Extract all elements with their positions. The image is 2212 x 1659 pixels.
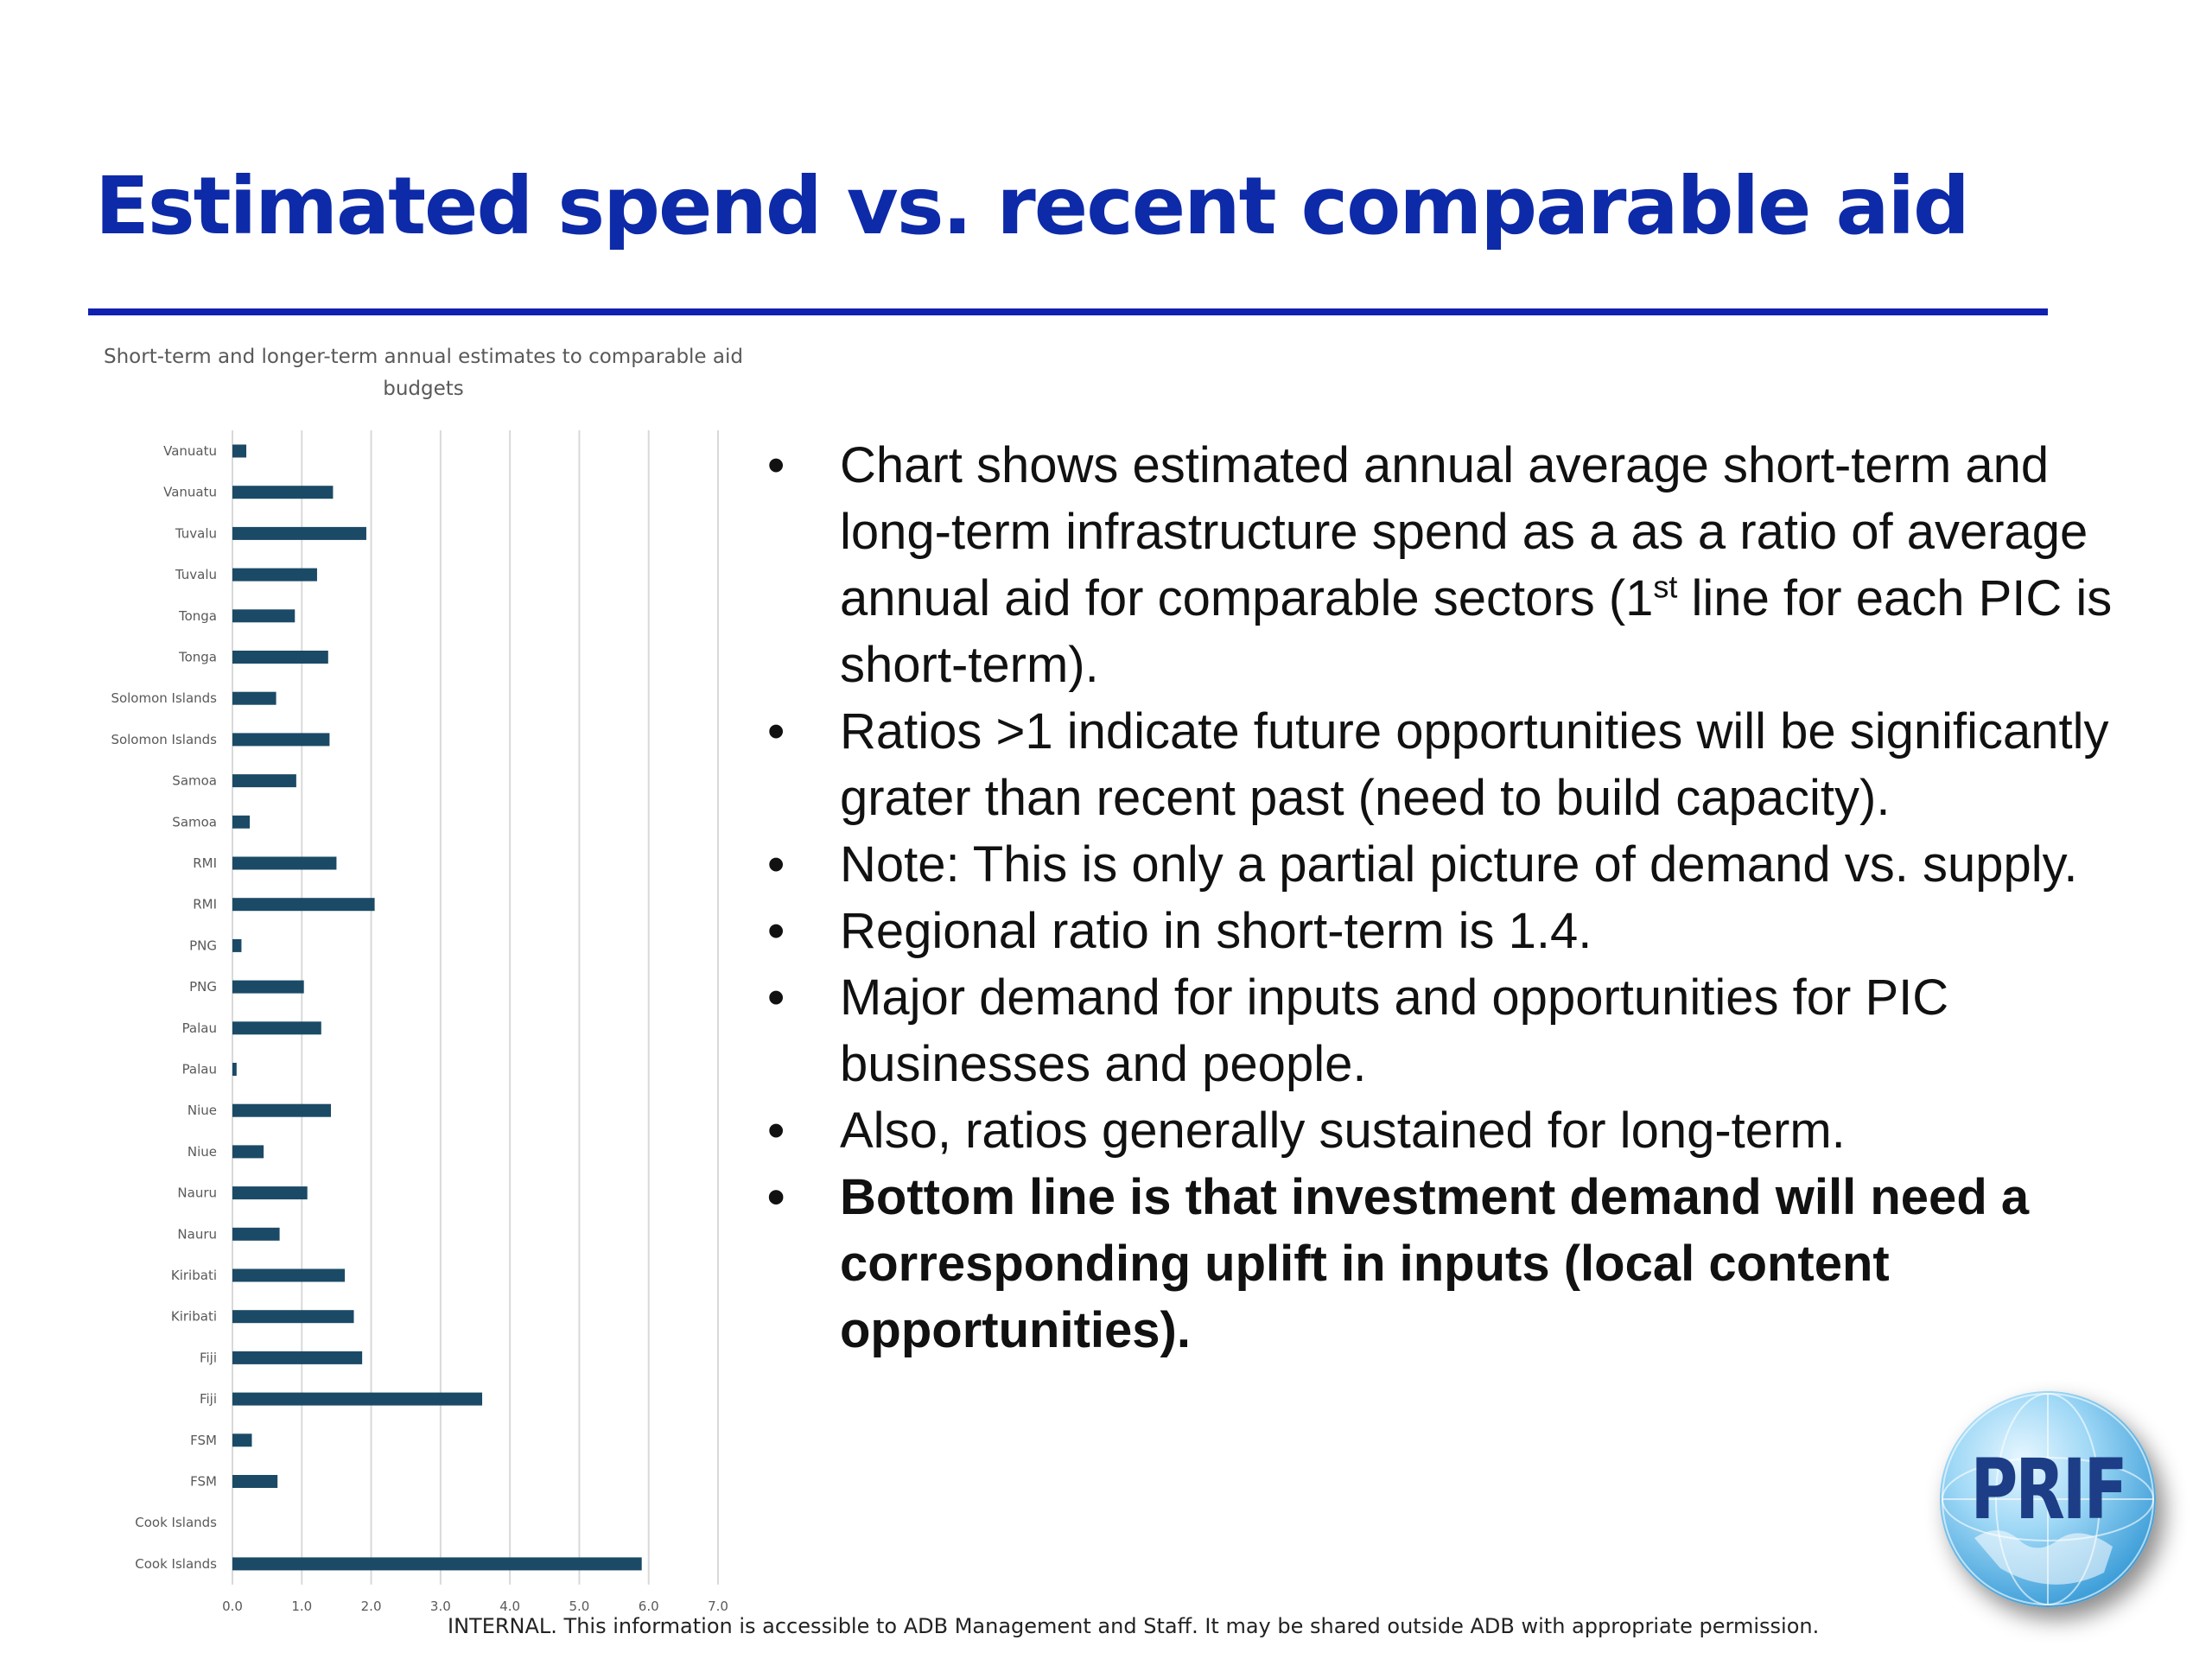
category-label: Solomon Islands bbox=[111, 732, 217, 747]
category-label: Palau bbox=[182, 1020, 217, 1036]
category-label: Niue bbox=[188, 1144, 217, 1160]
x-tick-label: 5.0 bbox=[569, 1599, 589, 1614]
bullet-item-bottom-line: Bottom line is that investment demand wi… bbox=[760, 1164, 2143, 1363]
category-label: FSM bbox=[190, 1433, 217, 1448]
category-label: Cook Islands bbox=[135, 1515, 217, 1530]
bar bbox=[232, 1145, 264, 1159]
x-tick-label: 1.0 bbox=[291, 1599, 312, 1614]
slide-title: Estimated spend vs. recent comparable ai… bbox=[95, 160, 1970, 252]
category-label: Samoa bbox=[172, 773, 217, 789]
bar bbox=[232, 526, 366, 540]
bar bbox=[232, 815, 251, 829]
category-label: Vanuatu bbox=[163, 485, 217, 500]
category-label: PNG bbox=[189, 979, 217, 995]
category-label: Nauru bbox=[177, 1226, 217, 1242]
bar bbox=[232, 1351, 363, 1364]
bullet-item: Major demand for inputs and opportunitie… bbox=[760, 964, 2143, 1097]
bar bbox=[232, 938, 242, 952]
bar bbox=[232, 1475, 278, 1488]
category-label: Fiji bbox=[200, 1350, 217, 1365]
classification-footer: INTERNAL. This information is accessible… bbox=[448, 1614, 1820, 1638]
category-label: RMI bbox=[193, 855, 217, 871]
bullet-superscript: st bbox=[1653, 569, 1678, 605]
prif-logo: PRIF bbox=[1940, 1391, 2156, 1607]
category-label: Nauru bbox=[177, 1185, 217, 1201]
category-label: Niue bbox=[188, 1103, 217, 1118]
category-label: Tonga bbox=[178, 650, 217, 665]
bullet-text-continued: line for each PIC is short-term). bbox=[840, 570, 2113, 693]
bar bbox=[232, 486, 334, 499]
bar bbox=[232, 1021, 321, 1035]
bar bbox=[232, 856, 337, 870]
bar bbox=[232, 1433, 252, 1447]
bullet-list: Chart shows estimated annual average sho… bbox=[760, 432, 2143, 1363]
chart-title: Short-term and longer-term annual estima… bbox=[104, 346, 743, 400]
bar bbox=[232, 980, 304, 994]
bar bbox=[232, 733, 330, 747]
category-label: Palau bbox=[182, 1062, 217, 1077]
x-tick-label: 6.0 bbox=[639, 1599, 659, 1614]
category-label: Vanuatu bbox=[163, 443, 217, 459]
x-tick-label: 3.0 bbox=[430, 1599, 451, 1614]
category-label: Kiribati bbox=[171, 1268, 217, 1283]
bullet-item: Regional ratio in short-term is 1.4. bbox=[760, 898, 2143, 964]
x-tick-label: 2.0 bbox=[361, 1599, 382, 1614]
category-label: Fiji bbox=[200, 1391, 217, 1407]
x-tick-label: 7.0 bbox=[708, 1599, 728, 1614]
bullet-item: Ratios >1 indicate future opportunities … bbox=[760, 698, 2143, 831]
x-tick-label: 0.0 bbox=[222, 1599, 243, 1614]
globe-grid-icon bbox=[1942, 1393, 2154, 1605]
category-label: Samoa bbox=[172, 814, 217, 830]
title-underline bbox=[88, 308, 2048, 315]
bar bbox=[232, 691, 276, 705]
bullet-text: Ratios >1 indicate future opportunities … bbox=[840, 703, 2109, 826]
category-label: RMI bbox=[193, 897, 217, 912]
bullet-text: Major demand for inputs and opportunitie… bbox=[840, 969, 1949, 1092]
bullet-text: Chart shows estimated annual average sho… bbox=[840, 437, 2088, 626]
category-label: Kiribati bbox=[171, 1309, 217, 1325]
category-label: Tonga bbox=[178, 608, 217, 624]
bullet-text: Note: This is only a partial picture of … bbox=[840, 836, 2078, 893]
bullet-text: Bottom line is that investment demand wi… bbox=[840, 1169, 2030, 1358]
bar bbox=[232, 1557, 642, 1571]
bullet-item: Note: This is only a partial picture of … bbox=[760, 831, 2143, 898]
bar bbox=[232, 444, 247, 458]
bar bbox=[232, 898, 375, 912]
logo-text: PRIF bbox=[1970, 1441, 2127, 1538]
bullet-item: Chart shows estimated annual average sho… bbox=[760, 432, 2143, 698]
bar bbox=[232, 1227, 280, 1241]
category-label: Tuvalu bbox=[175, 567, 217, 582]
category-label: Cook Islands bbox=[135, 1556, 217, 1572]
bar bbox=[232, 1063, 237, 1076]
category-label: Solomon Islands bbox=[111, 690, 217, 706]
category-label: PNG bbox=[189, 938, 217, 953]
bar bbox=[232, 1268, 346, 1282]
bar bbox=[232, 1392, 483, 1406]
bullet-text: Also, ratios generally sustained for lon… bbox=[840, 1103, 1846, 1159]
x-tick-label: 4.0 bbox=[499, 1599, 520, 1614]
bar-chart: Short-term and longer-term annual estima… bbox=[86, 341, 760, 1629]
bar bbox=[232, 651, 328, 664]
bullet-text: Regional ratio in short-term is 1.4. bbox=[840, 903, 1592, 959]
bar bbox=[232, 568, 317, 582]
bar bbox=[232, 609, 296, 623]
bullet-item: Also, ratios generally sustained for lon… bbox=[760, 1097, 2143, 1164]
bar bbox=[232, 774, 296, 788]
chart-plot: 0.0 1.0 2.0 3.0 4.0 5.0 6.0 7.0 Vanuatu Vanuatu Tu… bbox=[111, 430, 728, 1614]
bar bbox=[232, 1186, 308, 1200]
bar bbox=[232, 1310, 354, 1324]
category-label: FSM bbox=[190, 1474, 217, 1490]
category-label: Tuvalu bbox=[175, 525, 217, 541]
bar bbox=[232, 1103, 332, 1117]
